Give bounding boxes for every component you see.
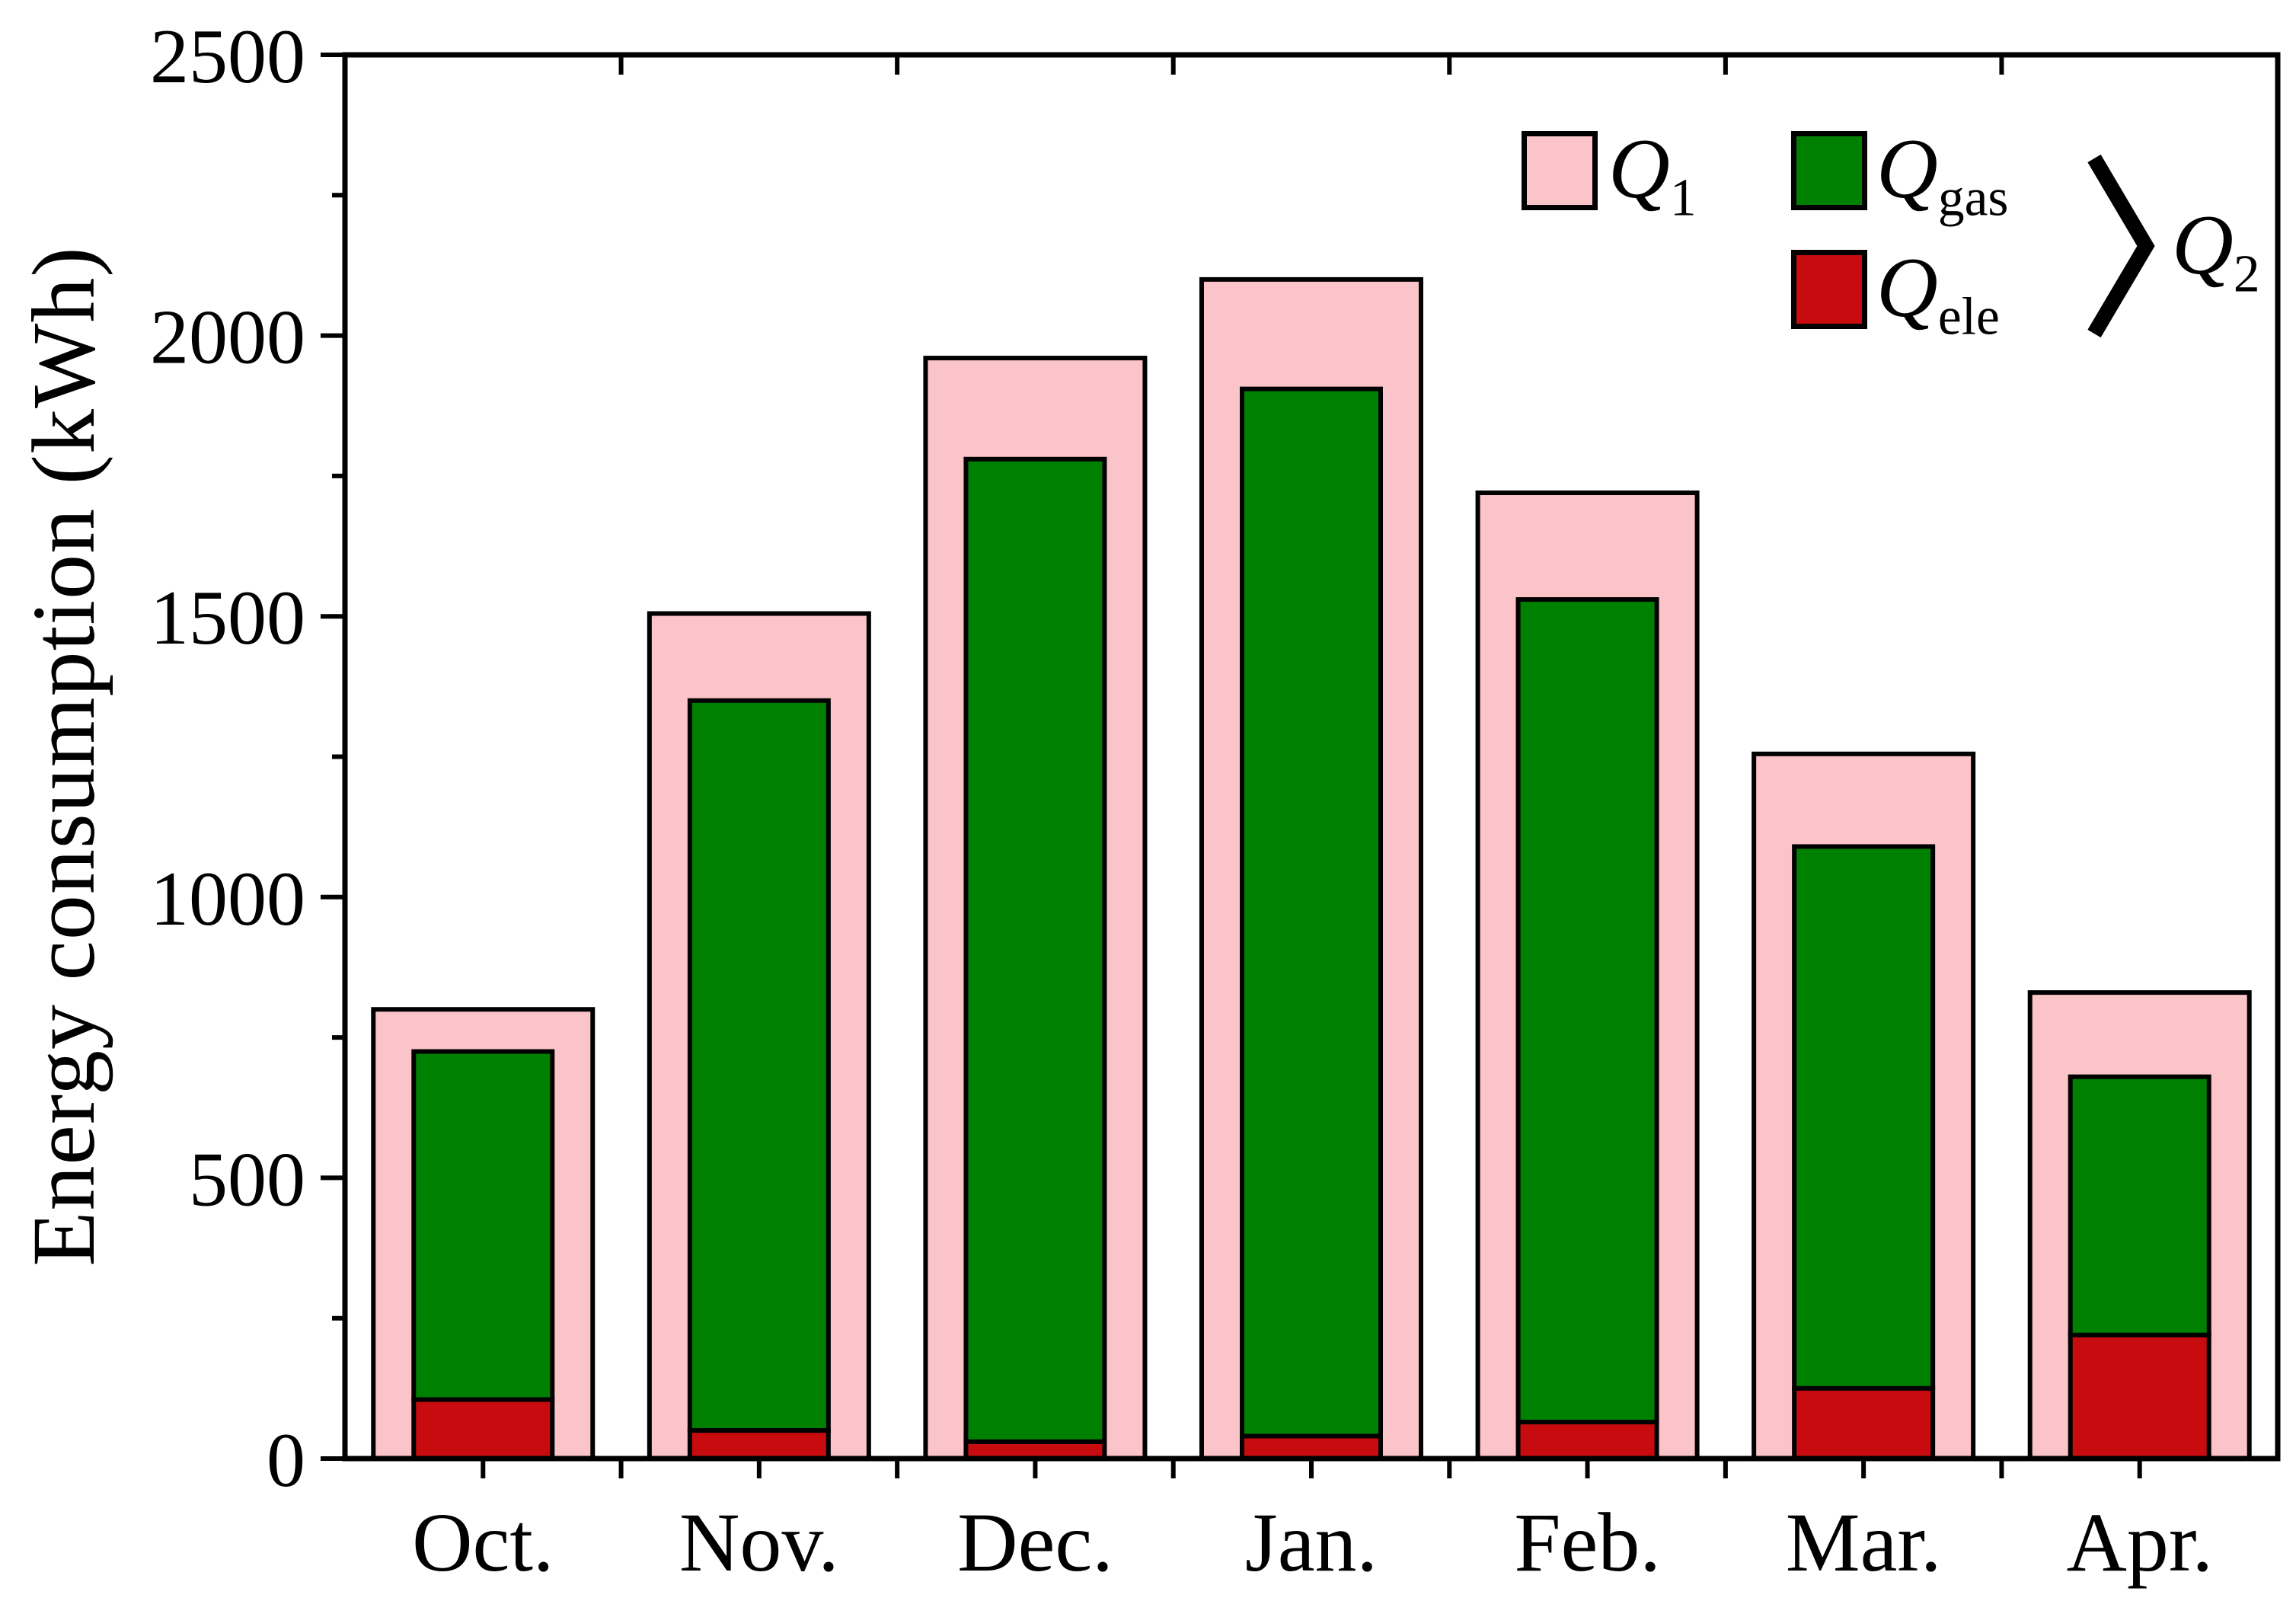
x-tick-label-Feb.: Feb. xyxy=(1514,1496,1661,1589)
x-tick-label-Dec.: Dec. xyxy=(957,1496,1113,1589)
bar-qele-Feb. xyxy=(1515,1420,1659,1462)
bar-qgas-Mar. xyxy=(1792,844,1936,1391)
bar-qele-Nov. xyxy=(687,1428,831,1462)
y-tick-label-500: 500 xyxy=(189,1136,305,1222)
bar-qele-Apr. xyxy=(2068,1332,2211,1462)
y-tick-label-1000: 1000 xyxy=(150,856,305,942)
bar-qele-Jan. xyxy=(1240,1433,1383,1461)
bar-qgas-Nov. xyxy=(687,698,831,1433)
y-tick-label-1500: 1500 xyxy=(150,575,305,661)
x-tick-label-Jan.: Jan. xyxy=(1245,1496,1378,1589)
bar-qgas-Feb. xyxy=(1515,597,1659,1425)
x-tick-label-Nov.: Nov. xyxy=(679,1496,839,1589)
x-tick-label-Oct.: Oct. xyxy=(412,1496,554,1589)
bar-qele-Mar. xyxy=(1792,1385,1936,1461)
bar-qele-Oct. xyxy=(411,1397,555,1461)
x-tick-label-Apr.: Apr. xyxy=(2066,1496,2213,1589)
bar-qgas-Apr. xyxy=(2068,1074,2211,1337)
y-axis-title: Energy consumption (kWh) xyxy=(14,246,113,1267)
y-tick-label-2000: 2000 xyxy=(150,295,305,381)
bar-qgas-Jan. xyxy=(1240,386,1383,1439)
y-tick-label-2500: 2500 xyxy=(150,14,305,100)
bar-qgas-Oct. xyxy=(411,1049,555,1402)
x-tick-label-Mar.: Mar. xyxy=(1786,1496,1942,1589)
y-tick-label-0: 0 xyxy=(267,1417,305,1504)
bar-qgas-Dec. xyxy=(963,456,1107,1444)
